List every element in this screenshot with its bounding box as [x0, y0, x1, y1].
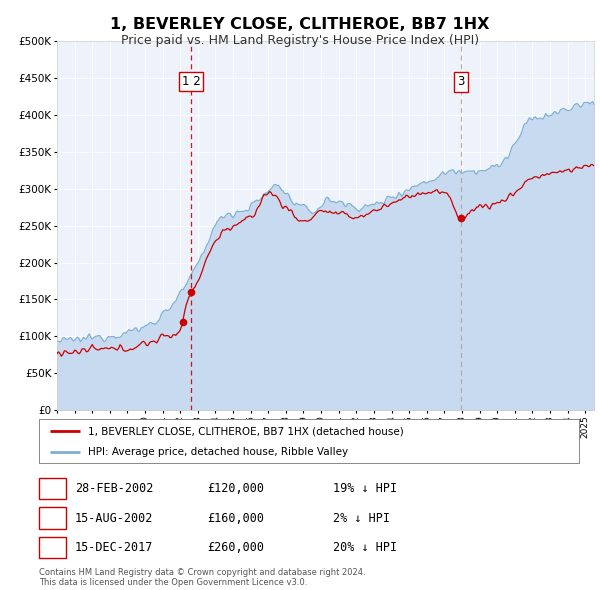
Text: 2% ↓ HPI: 2% ↓ HPI: [333, 512, 390, 525]
Text: 15-AUG-2002: 15-AUG-2002: [75, 512, 154, 525]
Text: 20% ↓ HPI: 20% ↓ HPI: [333, 541, 397, 554]
Text: £260,000: £260,000: [207, 541, 264, 554]
Text: 28-FEB-2002: 28-FEB-2002: [75, 482, 154, 495]
Text: 2: 2: [49, 512, 56, 525]
Text: HPI: Average price, detached house, Ribble Valley: HPI: Average price, detached house, Ribb…: [88, 447, 348, 457]
Text: 1 2: 1 2: [182, 76, 200, 88]
Text: 1, BEVERLEY CLOSE, CLITHEROE, BB7 1HX (detached house): 1, BEVERLEY CLOSE, CLITHEROE, BB7 1HX (d…: [88, 427, 403, 436]
Text: 15-DEC-2017: 15-DEC-2017: [75, 541, 154, 554]
Text: £120,000: £120,000: [207, 482, 264, 495]
Text: 3: 3: [49, 541, 56, 554]
Text: Contains HM Land Registry data © Crown copyright and database right 2024.
This d: Contains HM Land Registry data © Crown c…: [39, 568, 365, 587]
Text: Price paid vs. HM Land Registry's House Price Index (HPI): Price paid vs. HM Land Registry's House …: [121, 34, 479, 47]
Text: 1, BEVERLEY CLOSE, CLITHEROE, BB7 1HX: 1, BEVERLEY CLOSE, CLITHEROE, BB7 1HX: [110, 17, 490, 31]
Text: 1: 1: [49, 482, 56, 495]
Text: 3: 3: [458, 76, 465, 88]
Text: £160,000: £160,000: [207, 512, 264, 525]
Text: 19% ↓ HPI: 19% ↓ HPI: [333, 482, 397, 495]
